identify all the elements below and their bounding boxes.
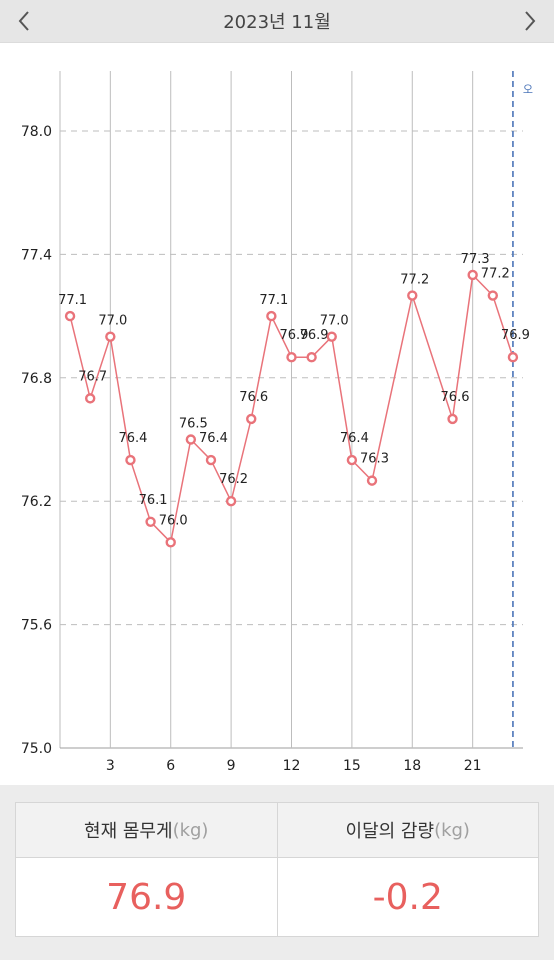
data-label: 77.1 bbox=[259, 293, 288, 308]
data-point bbox=[246, 413, 257, 425]
data-label: 76.0 bbox=[159, 513, 188, 528]
data-point bbox=[447, 413, 458, 425]
current-weight-value: 76.9 bbox=[106, 876, 187, 918]
data-label: 76.6 bbox=[239, 390, 268, 405]
data-point bbox=[225, 496, 237, 507]
month-header: 2023년 11월 bbox=[0, 0, 554, 43]
data-point bbox=[165, 537, 176, 548]
x-tick-label: 3 bbox=[106, 758, 115, 774]
y-tick-label: 78.0 bbox=[21, 124, 52, 140]
data-point bbox=[306, 352, 317, 363]
chevron-right-icon bbox=[525, 11, 536, 31]
x-tick-label: 6 bbox=[166, 758, 175, 774]
data-label: 77.0 bbox=[98, 314, 127, 329]
data-label: 76.4 bbox=[199, 431, 228, 446]
monthly-change-header: 이달의 감량 (kg) bbox=[277, 803, 538, 858]
y-tick-label: 75.6 bbox=[21, 618, 52, 634]
data-point bbox=[487, 290, 499, 301]
data-label: 77.3 bbox=[461, 252, 490, 267]
current-weight-unit: (kg) bbox=[172, 819, 209, 841]
monthly-change-cell: 이달의 감량 (kg) -0.2 bbox=[276, 803, 538, 936]
data-label: 76.6 bbox=[441, 390, 470, 405]
current-weight-header: 현재 몸무게 (kg) bbox=[16, 803, 277, 858]
data-label: 76.1 bbox=[139, 493, 168, 508]
data-point bbox=[366, 475, 378, 486]
next-month-button[interactable] bbox=[508, 0, 552, 42]
x-tick-label: 12 bbox=[283, 758, 301, 774]
data-label: 77.0 bbox=[320, 314, 349, 329]
data-point bbox=[64, 310, 76, 322]
data-label: 77.2 bbox=[400, 273, 429, 288]
weight-chart-area: 3 6 9 12 15 18 21 75.0 75.6 76.2 76.8 77.4 78.0 오 77.1… bbox=[0, 43, 554, 785]
data-point bbox=[125, 454, 136, 466]
data-label: 76.9 bbox=[300, 328, 329, 343]
data-point bbox=[467, 269, 478, 281]
data-label: 76.9 bbox=[501, 328, 530, 343]
month-title: 2023년 11월 bbox=[223, 12, 331, 33]
data-label: 76.2 bbox=[219, 472, 248, 487]
data-point bbox=[266, 310, 277, 322]
x-tick-label: 9 bbox=[227, 758, 236, 774]
y-tick-label: 76.8 bbox=[21, 371, 52, 387]
data-point bbox=[185, 434, 197, 445]
data-point bbox=[145, 516, 156, 527]
summary-table: 현재 몸무게 (kg) 76.9 이달의 감량 (kg) -0.2 bbox=[15, 802, 539, 937]
x-tick-label: 21 bbox=[464, 758, 482, 774]
data-point bbox=[84, 393, 96, 404]
data-label: 77.2 bbox=[481, 267, 510, 282]
y-tick-label: 77.4 bbox=[21, 247, 52, 263]
today-marker-label: 오 bbox=[523, 83, 533, 96]
data-point bbox=[326, 331, 337, 342]
data-label: 77.1 bbox=[58, 293, 87, 308]
current-weight-cell: 현재 몸무게 (kg) 76.9 bbox=[16, 803, 277, 936]
weight-line-chart: 3 6 9 12 15 18 21 75.0 75.6 76.2 76.8 77.4 78.0 오 77.1… bbox=[21, 71, 533, 774]
prev-month-button[interactable] bbox=[2, 0, 46, 42]
chevron-left-icon bbox=[18, 11, 29, 31]
x-tick-label: 18 bbox=[403, 758, 421, 774]
data-label: 76.7 bbox=[78, 369, 107, 384]
y-tick-label: 76.2 bbox=[21, 494, 52, 510]
monthly-change-value: -0.2 bbox=[372, 876, 443, 918]
data-label: 76.4 bbox=[118, 431, 147, 446]
data-label: 76.9 bbox=[280, 328, 309, 343]
monthly-change-label: 이달의 감량 bbox=[345, 821, 435, 842]
y-tick-label: 75.0 bbox=[21, 741, 52, 757]
data-point bbox=[205, 454, 217, 466]
current-weight-label: 현재 몸무게 bbox=[84, 821, 173, 842]
data-label: 76.4 bbox=[340, 431, 369, 446]
data-point bbox=[507, 352, 519, 363]
data-point bbox=[286, 352, 297, 363]
monthly-change-unit: (kg) bbox=[434, 819, 470, 841]
data-point bbox=[407, 290, 418, 301]
x-tick-label: 15 bbox=[343, 758, 361, 774]
data-label: 76.3 bbox=[360, 452, 389, 467]
data-label: 76.5 bbox=[179, 417, 208, 432]
data-point bbox=[346, 454, 358, 466]
data-point bbox=[105, 331, 116, 342]
